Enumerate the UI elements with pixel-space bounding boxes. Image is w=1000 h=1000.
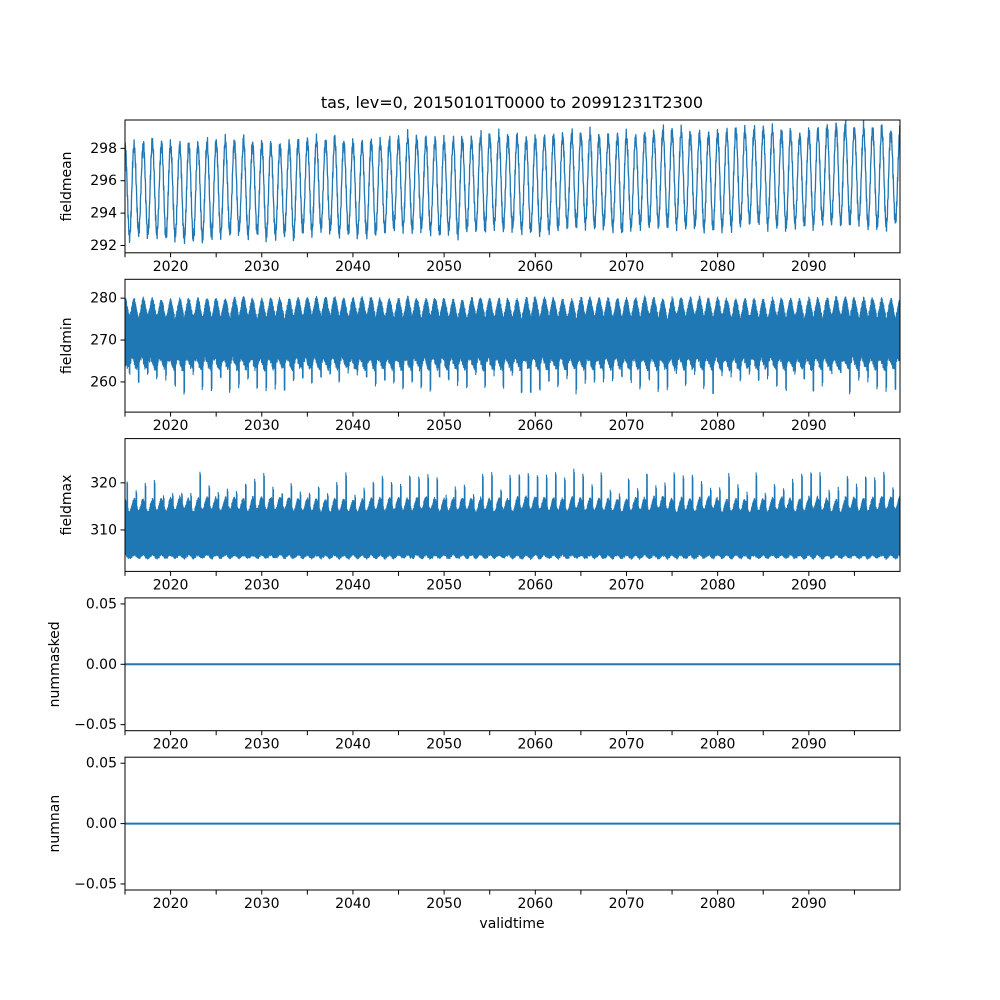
x-tick-label: 2040 [335, 737, 371, 753]
x-tick-label: 2070 [609, 737, 645, 753]
subplot-fieldmax: 2020 2030 2040 2050 2060 2070 2080 2090 310 320 fi… [59, 438, 901, 593]
x-tick-label: 2070 [609, 418, 645, 434]
x-tick-label: 2020 [153, 896, 189, 912]
x-tick-label: 2030 [244, 259, 280, 275]
y-tick-label: 0.05 [86, 756, 117, 772]
x-tick-label: 2030 [244, 737, 280, 753]
x-tick-label: 2060 [517, 577, 553, 593]
y-tick-label: 294 [90, 206, 117, 222]
y-tick-label: 310 [90, 522, 117, 538]
y-tick-label: 260 [90, 374, 117, 390]
y-tick-label: 320 [90, 475, 117, 491]
x-tick-label: 2070 [609, 896, 645, 912]
fieldmax-series-line [125, 468, 900, 561]
y-tick-label: 0.00 [86, 816, 117, 832]
y-axis-label-nummasked: nummasked [47, 621, 63, 707]
x-tick-label: 2090 [791, 896, 827, 912]
x-tick-label: 2060 [517, 896, 553, 912]
x-tick-label: 2070 [609, 259, 645, 275]
x-tick-label: 2050 [426, 418, 462, 434]
axes-frame [124, 278, 901, 413]
subplot-fieldmean: 2020 2030 2040 2050 2060 2070 2080 2090 292 294 29… [59, 119, 901, 275]
figure-title: tas, lev=0, 20150101T0000 to 20991231T23… [320, 93, 704, 112]
fieldmean-series-line [125, 120, 900, 245]
y-tick-label: 0.00 [86, 657, 117, 673]
x-tick-label: 2020 [153, 259, 189, 275]
x-tick-label: 2050 [426, 896, 462, 912]
x-tick-label: 2060 [517, 418, 553, 434]
x-tick-label: 2080 [700, 896, 736, 912]
y-tick-label: −0.05 [74, 717, 117, 733]
y-axis-label-fieldmin: fieldmin [59, 317, 75, 374]
fieldmin-series-line [125, 295, 900, 395]
y-tick-label: 0.05 [86, 596, 117, 612]
x-tick-label: 2040 [335, 896, 371, 912]
x-tick-label: 2040 [335, 418, 371, 434]
x-tick-label: 2090 [791, 737, 827, 753]
x-tick-label: 2080 [700, 418, 736, 434]
x-tick-label: 2090 [791, 577, 827, 593]
x-tick-label: 2060 [517, 737, 553, 753]
x-tick-label: 2040 [335, 259, 371, 275]
subplot-nummasked: 2020 2030 2040 2050 2060 2070 2080 2090 0.05 0.00… [47, 596, 901, 753]
x-tick-label: 2020 [153, 577, 189, 593]
x-tick-label: 2030 [244, 418, 280, 434]
x-tick-label: 2030 [244, 896, 280, 912]
x-tick-label: 2020 [153, 737, 189, 753]
y-tick-label: 292 [90, 238, 117, 254]
y-axis-label-numnan: numnan [47, 795, 63, 853]
x-tick-label: 2060 [517, 259, 553, 275]
x-tick-label: 2050 [426, 737, 462, 753]
subplot-numnan: 2020 2030 2040 2050 2060 2070 2080 2090 0.05 0.00… [47, 756, 901, 912]
x-tick-label: 2040 [335, 577, 371, 593]
y-tick-label: 296 [90, 173, 117, 189]
subplot-fieldmin: 2020 2030 2040 2050 2060 2070 2080 2090 260 270 28… [59, 278, 901, 434]
axes-frame [124, 119, 901, 254]
x-tick-label: 2090 [791, 259, 827, 275]
y-axis-label-fieldmean: fieldmean [59, 151, 75, 221]
axes-frame [124, 438, 901, 572]
y-tick-label: 280 [90, 291, 117, 307]
y-tick-label: −0.05 [74, 876, 117, 892]
x-tick-label: 2090 [791, 418, 827, 434]
x-tick-label: 2050 [426, 259, 462, 275]
y-axis-label-fieldmax: fieldmax [59, 475, 75, 536]
y-tick-label: 298 [90, 141, 117, 157]
x-tick-label: 2080 [700, 577, 736, 593]
x-tick-label: 2070 [609, 577, 645, 593]
y-tick-label: 270 [90, 333, 117, 349]
x-tick-label: 2080 [700, 259, 736, 275]
x-tick-label: 2030 [244, 577, 280, 593]
x-tick-label: 2020 [153, 418, 189, 434]
x-tick-label: 2080 [700, 737, 736, 753]
x-tick-label: 2050 [426, 577, 462, 593]
x-axis-label: validtime [479, 916, 545, 932]
